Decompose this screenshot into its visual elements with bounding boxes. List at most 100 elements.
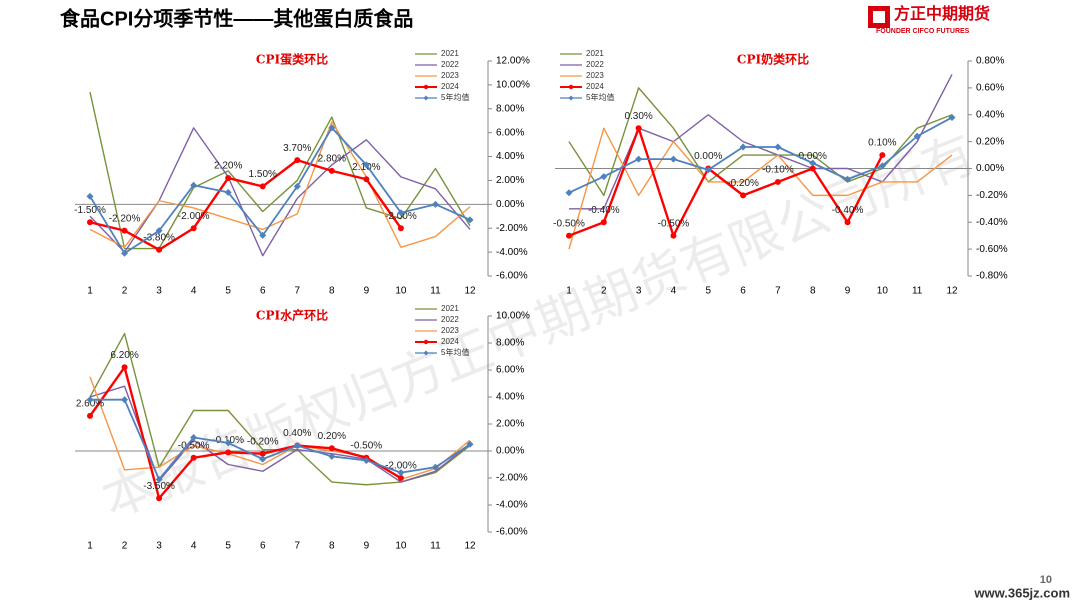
legend-label: 5年均值 — [586, 92, 614, 102]
x-tick-label: 10 — [877, 286, 889, 297]
legend-label: 2023 — [586, 71, 604, 80]
x-tick-label: 4 — [191, 541, 197, 552]
x-tick-label: 4 — [191, 286, 197, 297]
y-tick-label: 0.20% — [976, 136, 1004, 147]
legend-label: 2021 — [441, 49, 459, 58]
x-tick-label: 5 — [225, 541, 231, 552]
point — [224, 439, 232, 447]
point — [774, 143, 782, 151]
point — [878, 162, 886, 170]
series-line — [89, 366, 402, 500]
x-tick-label: 9 — [364, 541, 370, 552]
x-tick-label: 12 — [946, 286, 958, 297]
y-tick-label: -0.60% — [976, 244, 1008, 255]
point — [121, 396, 129, 404]
value-label: 0.10% — [868, 138, 896, 149]
value-label: -2.00% — [385, 461, 417, 472]
point — [879, 152, 886, 159]
x-tick-label: 7 — [775, 286, 781, 297]
point — [87, 219, 93, 226]
point — [669, 155, 677, 163]
legend-label: 5年均值 — [441, 347, 469, 357]
y-tick-label: 6.00% — [496, 127, 524, 138]
point — [635, 155, 643, 163]
legend-label: 2023 — [441, 326, 459, 335]
y-tick-label: 6.00% — [496, 365, 524, 376]
value-label: -0.20% — [247, 436, 279, 447]
legend-marker — [423, 95, 429, 101]
point — [190, 454, 197, 461]
legend-label: 2024 — [586, 82, 604, 91]
chart-title: CPI水产环比 — [256, 308, 328, 323]
point — [774, 178, 781, 185]
x-tick-label: 3 — [156, 286, 162, 297]
point — [156, 246, 163, 253]
y-tick-label: 0.40% — [976, 109, 1004, 120]
point — [809, 165, 816, 172]
point — [844, 175, 852, 183]
x-tick-label: 12 — [464, 286, 476, 297]
legend-label: 2022 — [586, 60, 604, 69]
point — [259, 450, 266, 457]
point — [86, 396, 94, 404]
value-label: 2.80% — [318, 154, 346, 165]
point — [328, 124, 336, 132]
point — [740, 192, 747, 199]
legend-label: 2021 — [441, 304, 459, 313]
legend-label: 2024 — [441, 82, 459, 91]
y-tick-label: 2.00% — [496, 175, 524, 186]
y-tick-label: 8.00% — [496, 338, 524, 349]
point — [190, 181, 198, 189]
x-tick-label: 8 — [329, 541, 335, 552]
y-tick-label: -2.00% — [496, 473, 528, 484]
series-line — [89, 126, 471, 255]
point — [466, 216, 474, 224]
value-label: -0.50% — [351, 440, 383, 451]
y-tick-label: -0.80% — [976, 271, 1008, 282]
legend-marker — [568, 95, 574, 101]
value-label: -0.20% — [727, 178, 759, 189]
point — [155, 475, 163, 483]
point — [293, 182, 301, 190]
value-label: 1.50% — [249, 169, 277, 180]
value-label: 0.30% — [624, 111, 652, 122]
point — [397, 469, 405, 477]
legend-label: 2023 — [441, 71, 459, 80]
x-tick-label: 11 — [430, 541, 441, 552]
value-label: -0.50% — [658, 218, 690, 229]
x-tick-label: 11 — [912, 286, 923, 297]
point — [328, 452, 336, 460]
x-tick-label: 8 — [329, 286, 335, 297]
y-tick-label: 0.00% — [496, 446, 524, 457]
value-label: 2.20% — [214, 161, 242, 172]
point — [328, 445, 335, 452]
point — [121, 227, 128, 234]
value-label: -3.50% — [143, 481, 175, 492]
x-tick-label: 2 — [122, 541, 128, 552]
y-tick-label: -6.00% — [496, 527, 528, 538]
value-label: -2.20% — [109, 213, 141, 224]
point — [739, 143, 747, 151]
point — [363, 176, 370, 183]
y-tick-label: 10.00% — [496, 80, 530, 91]
point — [844, 219, 851, 226]
x-tick-label: 2 — [122, 286, 128, 297]
series-line — [568, 127, 953, 250]
point — [190, 225, 197, 232]
value-label: 0.00% — [799, 151, 827, 162]
value-label: -0.50% — [553, 218, 585, 229]
x-tick-label: 1 — [87, 541, 93, 552]
x-tick-label: 6 — [260, 541, 266, 552]
point — [294, 157, 301, 164]
x-tick-label: 5 — [705, 286, 711, 297]
point — [225, 449, 232, 456]
point — [913, 132, 921, 140]
x-tick-label: 1 — [566, 286, 572, 297]
x-tick-label: 3 — [156, 541, 162, 552]
x-tick-label: 1 — [87, 286, 93, 297]
x-tick-label: 5 — [225, 286, 231, 297]
value-label: -0.40% — [832, 205, 864, 216]
value-label: 3.70% — [283, 143, 311, 154]
logo-sub: FOUNDER CIFCO FUTURES — [876, 28, 970, 35]
